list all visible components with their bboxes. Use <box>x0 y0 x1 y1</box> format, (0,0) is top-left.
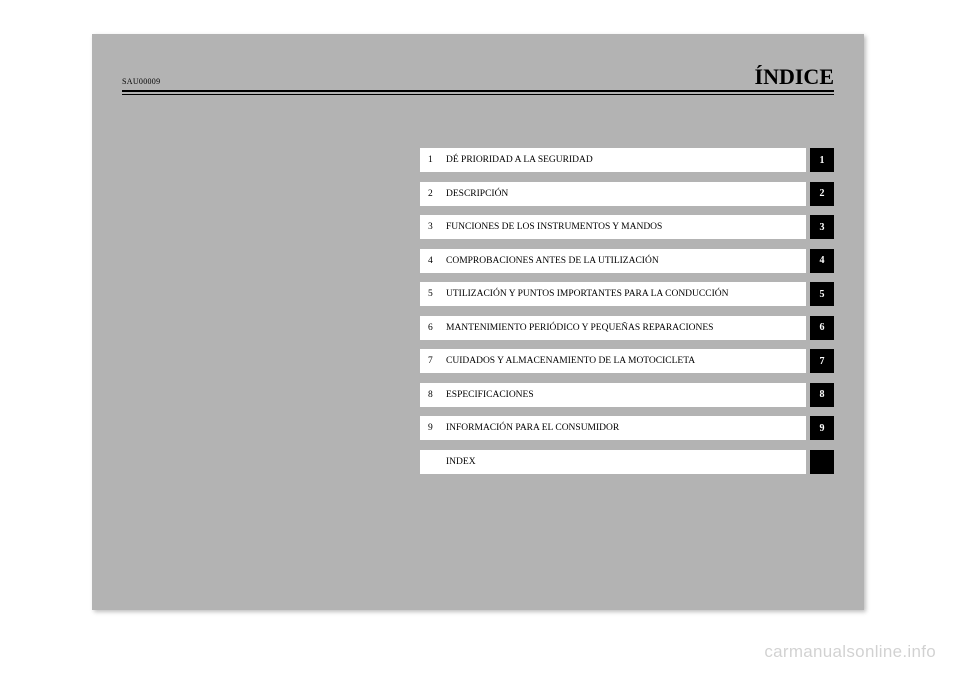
toc-label: 4 COMPROBACIONES ANTES DE LA UTILIZACIÓN <box>420 249 806 273</box>
toc-tab: 6 <box>810 316 834 340</box>
toc-row[interactable]: 8 ESPECIFICACIONES 8 <box>420 383 834 407</box>
toc-chapter-text: COMPROBACIONES ANTES DE LA UTILIZACIÓN <box>446 256 659 266</box>
toc-label: INDEX <box>420 450 806 474</box>
toc-chapter-number: 3 <box>428 222 440 232</box>
toc-row[interactable]: 4 COMPROBACIONES ANTES DE LA UTILIZACIÓN… <box>420 249 834 273</box>
toc-chapter-number: 4 <box>428 256 440 266</box>
toc-chapter-text: DÉ PRIORIDAD A LA SEGURIDAD <box>446 155 593 165</box>
toc-row[interactable]: 6 MANTENIMIENTO PERIÓDICO Y PEQUEÑAS REP… <box>420 316 834 340</box>
table-of-contents: 1 DÉ PRIORIDAD A LA SEGURIDAD 1 2 DESCRI… <box>420 148 834 483</box>
toc-label: 5 UTILIZACIÓN Y PUNTOS IMPORTANTES PARA … <box>420 282 806 306</box>
toc-chapter-text: MANTENIMIENTO PERIÓDICO Y PEQUEÑAS REPAR… <box>446 323 713 333</box>
toc-label: 3 FUNCIONES DE LOS INSTRUMENTOS Y MANDOS <box>420 215 806 239</box>
toc-label: 2 DESCRIPCIÓN <box>420 182 806 206</box>
toc-chapter-text: DESCRIPCIÓN <box>446 189 508 199</box>
document-page: SAU00009 ÍNDICE 1 DÉ PRIORIDAD A LA SEGU… <box>92 34 864 610</box>
toc-tab: 5 <box>810 282 834 306</box>
toc-chapter-number: 1 <box>428 155 440 165</box>
toc-chapter-text: INDEX <box>446 457 476 467</box>
header-divider <box>122 90 834 95</box>
toc-row[interactable]: 2 DESCRIPCIÓN 2 <box>420 182 834 206</box>
toc-row[interactable]: 5 UTILIZACIÓN Y PUNTOS IMPORTANTES PARA … <box>420 282 834 306</box>
toc-row[interactable]: 1 DÉ PRIORIDAD A LA SEGURIDAD 1 <box>420 148 834 172</box>
divider-thin <box>122 94 834 95</box>
toc-tab <box>810 450 834 474</box>
toc-chapter-number: 8 <box>428 390 440 400</box>
watermark-text: carmanualsonline.info <box>764 642 936 662</box>
toc-chapter-text: INFORMACIÓN PARA EL CONSUMIDOR <box>446 423 619 433</box>
toc-tab: 3 <box>810 215 834 239</box>
divider-thick <box>122 90 834 92</box>
toc-tab: 1 <box>810 148 834 172</box>
toc-chapter-number: 9 <box>428 423 440 433</box>
toc-chapter-number: 6 <box>428 323 440 333</box>
toc-row[interactable]: 9 INFORMACIÓN PARA EL CONSUMIDOR 9 <box>420 416 834 440</box>
toc-chapter-number: 5 <box>428 289 440 299</box>
toc-label: 7 CUIDADOS Y ALMACENAMIENTO DE LA MOTOCI… <box>420 349 806 373</box>
document-code: SAU00009 <box>122 77 160 86</box>
toc-row[interactable]: 3 FUNCIONES DE LOS INSTRUMENTOS Y MANDOS… <box>420 215 834 239</box>
toc-chapter-text: UTILIZACIÓN Y PUNTOS IMPORTANTES PARA LA… <box>446 289 728 299</box>
page-wrap: SAU00009 ÍNDICE 1 DÉ PRIORIDAD A LA SEGU… <box>0 0 960 678</box>
toc-chapter-text: FUNCIONES DE LOS INSTRUMENTOS Y MANDOS <box>446 222 662 232</box>
toc-tab: 2 <box>810 182 834 206</box>
toc-tab: 9 <box>810 416 834 440</box>
toc-tab: 7 <box>810 349 834 373</box>
toc-tab: 8 <box>810 383 834 407</box>
toc-chapter-number: 2 <box>428 189 440 199</box>
toc-label: 6 MANTENIMIENTO PERIÓDICO Y PEQUEÑAS REP… <box>420 316 806 340</box>
toc-row[interactable]: INDEX <box>420 450 834 474</box>
page-header: SAU00009 ÍNDICE <box>122 64 834 90</box>
toc-row[interactable]: 7 CUIDADOS Y ALMACENAMIENTO DE LA MOTOCI… <box>420 349 834 373</box>
toc-chapter-text: ESPECIFICACIONES <box>446 390 534 400</box>
toc-chapter-number: 7 <box>428 356 440 366</box>
toc-chapter-text: CUIDADOS Y ALMACENAMIENTO DE LA MOTOCICL… <box>446 356 695 366</box>
toc-label: 1 DÉ PRIORIDAD A LA SEGURIDAD <box>420 148 806 172</box>
page-title: ÍNDICE <box>755 64 834 90</box>
toc-tab: 4 <box>810 249 834 273</box>
toc-label: 9 INFORMACIÓN PARA EL CONSUMIDOR <box>420 416 806 440</box>
toc-label: 8 ESPECIFICACIONES <box>420 383 806 407</box>
